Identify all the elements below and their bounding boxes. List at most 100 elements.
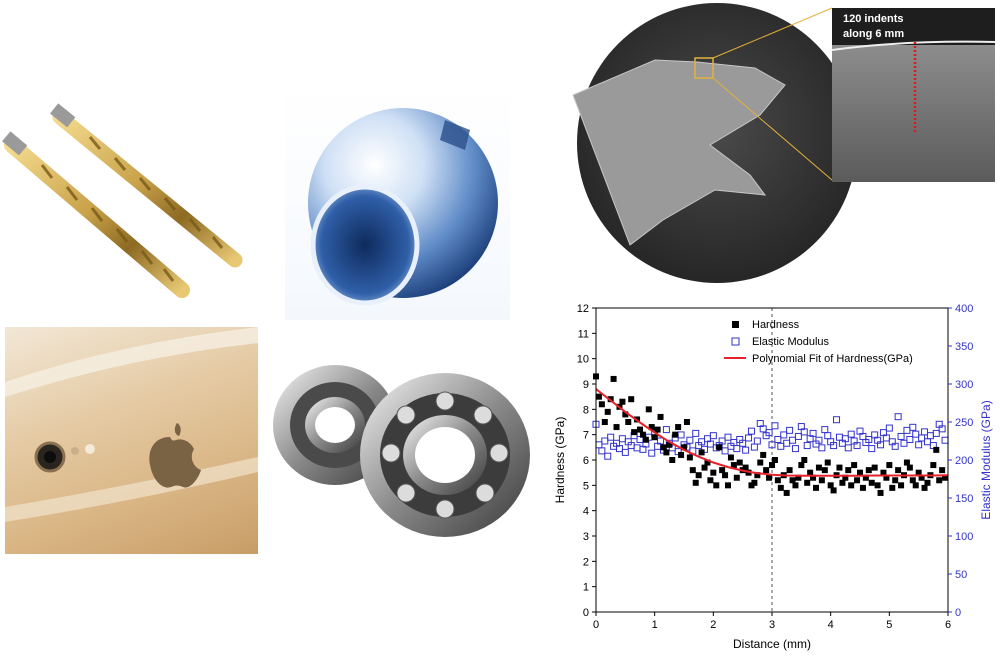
hardness-point xyxy=(648,424,655,431)
legend-marker-modulus xyxy=(731,337,740,346)
hardness-point xyxy=(692,479,699,486)
x-tick-label: 1 xyxy=(652,619,658,631)
hardness-point xyxy=(883,474,890,481)
hardness-point xyxy=(868,479,875,486)
modulus-point xyxy=(868,445,876,453)
legend-marker-hardness xyxy=(732,321,739,328)
modulus-point xyxy=(918,434,926,442)
hardness-point xyxy=(906,464,913,471)
modulus-point xyxy=(753,437,761,445)
modulus-point xyxy=(833,416,841,424)
hardness-point xyxy=(865,467,872,474)
modulus-point xyxy=(894,413,902,421)
hardness-point xyxy=(918,474,925,481)
hardness-point xyxy=(622,411,629,418)
modulus-point xyxy=(595,441,603,449)
hardness-point xyxy=(713,482,720,489)
hardness-point xyxy=(722,472,729,479)
hardness-point xyxy=(842,474,849,481)
y2-tick-label: 200 xyxy=(955,455,973,467)
ball-bearings-photo xyxy=(265,355,540,545)
hardness-point xyxy=(921,484,928,491)
modulus-point xyxy=(709,432,717,440)
modulus-point xyxy=(718,437,726,445)
y2-axis-label: Elastic Modulus (GPa) xyxy=(979,400,993,519)
hardness-point xyxy=(836,464,843,471)
hardness-point xyxy=(595,393,602,400)
modulus-point xyxy=(618,435,626,443)
y2-tick-label: 0 xyxy=(955,607,961,619)
hardness-point xyxy=(733,474,740,481)
modulus-point xyxy=(912,430,920,438)
hardness-point xyxy=(909,477,916,484)
legend-label-modulus: Elastic Modulus xyxy=(752,336,830,348)
hardness-point xyxy=(745,469,752,476)
modulus-point xyxy=(909,423,917,431)
hardness-point xyxy=(736,459,743,466)
hardness-point xyxy=(854,477,861,484)
hardness-point xyxy=(642,436,649,443)
modulus-point xyxy=(844,444,852,452)
modulus-point xyxy=(765,429,773,437)
y2-tick-label: 100 xyxy=(955,531,973,543)
hardness-point xyxy=(678,451,685,458)
hardness-point xyxy=(654,426,661,433)
modulus-point xyxy=(789,436,797,444)
hardness-point xyxy=(807,469,814,476)
legend-label-hardness: Hardness xyxy=(752,319,800,331)
hardness-point xyxy=(924,479,931,486)
inset-label-line1: 120 indents xyxy=(843,13,904,25)
hardness-point xyxy=(598,401,605,408)
hardness-point xyxy=(859,484,866,491)
hardness-point xyxy=(651,434,658,441)
hardness-point xyxy=(716,444,723,451)
hardness-point xyxy=(763,467,770,474)
hardness-point xyxy=(766,474,773,481)
hardness-point xyxy=(810,474,817,481)
hardness-point xyxy=(757,459,764,466)
modulus-point xyxy=(809,429,817,437)
modulus-point xyxy=(941,436,949,444)
y-tick-label: 6 xyxy=(583,455,589,467)
hardness-point xyxy=(815,464,822,471)
modulus-point xyxy=(774,435,782,443)
y-tick-label: 7 xyxy=(583,430,589,442)
y-tick-label: 12 xyxy=(577,303,589,315)
hardness-point xyxy=(730,462,737,469)
modulus-point xyxy=(607,433,615,441)
hardness-point xyxy=(774,477,781,484)
hardness-point xyxy=(813,484,819,491)
modulus-point xyxy=(915,441,923,449)
modulus-point xyxy=(853,442,861,450)
hardness-point xyxy=(933,446,940,453)
y2-tick-label: 250 xyxy=(955,417,973,429)
modulus-point xyxy=(900,439,908,447)
modulus-point xyxy=(926,432,934,440)
hardness-point xyxy=(669,457,676,463)
hardness-point xyxy=(639,431,646,438)
modulus-point xyxy=(677,431,685,439)
hardness-point xyxy=(645,406,652,413)
valve-ball-photo xyxy=(285,85,510,320)
modulus-point xyxy=(742,446,750,454)
y-tick-label: 2 xyxy=(583,556,589,568)
hardness-point xyxy=(625,419,632,425)
hardness-point xyxy=(663,449,670,456)
hardness-point xyxy=(660,444,667,451)
hardness-point xyxy=(877,489,884,496)
y-tick-label: 4 xyxy=(583,506,589,518)
hardness-point xyxy=(898,482,905,489)
hardness-point xyxy=(862,474,869,481)
hardness-point xyxy=(631,429,638,436)
hardness-point xyxy=(698,449,705,456)
hardness-point xyxy=(903,459,910,466)
hardness-point xyxy=(751,479,758,486)
hardness-point xyxy=(795,474,802,481)
y-tick-label: 11 xyxy=(578,328,589,340)
hardness-point xyxy=(942,474,949,481)
modulus-point xyxy=(921,428,929,436)
modulus-point xyxy=(759,425,767,433)
zoom-box xyxy=(694,57,714,79)
hardness-point xyxy=(912,482,919,489)
inset-label-line2: along 6 mm xyxy=(843,28,904,40)
